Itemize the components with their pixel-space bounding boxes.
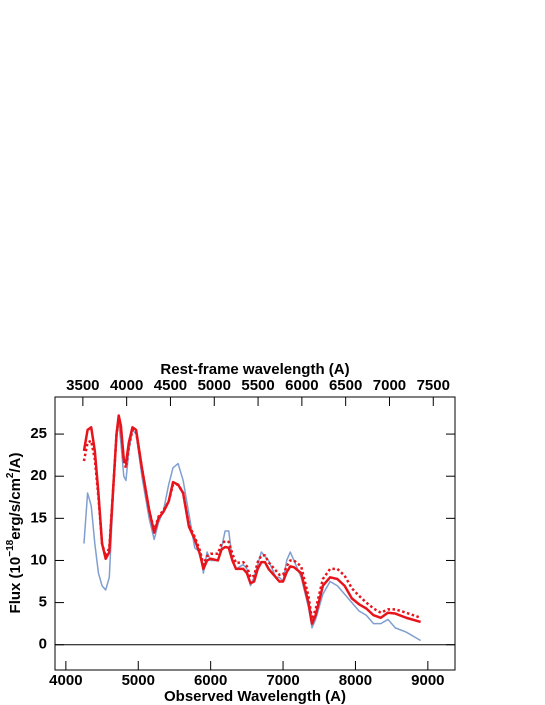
series-line (82, 414, 421, 625)
x-tick-label: 4000 (49, 672, 82, 689)
y-tick-label: 20 (30, 467, 47, 484)
x-tick-label: 7000 (266, 672, 299, 689)
x2-tick-label: 6500 (329, 377, 362, 394)
x-tick-label: 8000 (339, 672, 372, 689)
plot-frame (54, 396, 456, 671)
x2-tick-label: 5500 (241, 377, 274, 394)
y-label-sup: 2 (5, 472, 16, 478)
x2-tick-label: 4500 (154, 377, 187, 394)
x-axis-label: Observed Wavelength (A) (164, 688, 346, 705)
x2-tick-label: 5000 (198, 377, 231, 394)
y-tick-label: 10 (30, 551, 47, 568)
x2-tick-label: 6000 (285, 377, 318, 394)
y-tick-label: 25 (30, 425, 47, 442)
series-line (82, 417, 422, 621)
x2-tick-label: 7000 (373, 377, 406, 394)
y-label-sup: −18 (5, 539, 16, 556)
x2-tick-label: 7500 (417, 377, 450, 394)
x2-axis-label: Rest-frame wavelength (A) (160, 361, 349, 378)
x2-tick-label: 4000 (110, 377, 143, 394)
y-tick-label: 5 (39, 594, 47, 611)
x-tick-label: 5000 (122, 672, 155, 689)
x-tick-label: 6000 (194, 672, 227, 689)
x2-tick-label: 3500 (66, 377, 99, 394)
y-label-part: erg/s/cm (7, 478, 24, 540)
y-label-part: Flux (10 (7, 557, 24, 614)
y-axis-label: Flux (10−18erg/s/cm2/A) (5, 453, 24, 614)
series-line (83, 420, 421, 642)
y-tick-label: 0 (39, 636, 47, 653)
y-tick-label: 15 (30, 509, 47, 526)
x-tick-label: 9000 (411, 672, 444, 689)
y-label-part: /A) (7, 453, 24, 473)
